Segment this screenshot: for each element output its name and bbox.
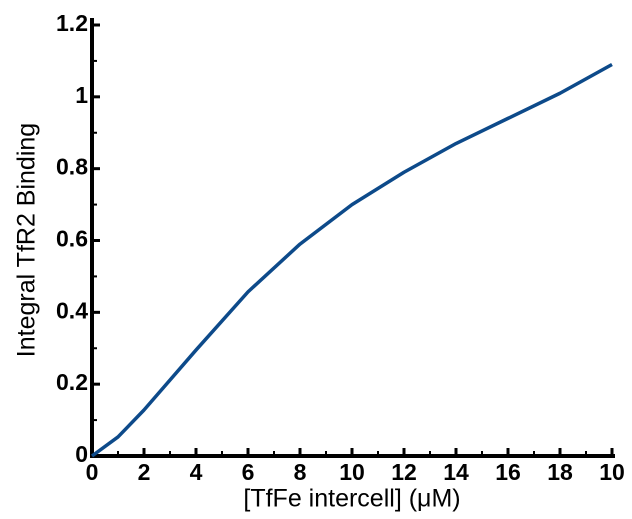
y-tick-label: 0.2: [56, 369, 88, 395]
y-tick-label: 0.6: [56, 226, 88, 252]
x-tick-label: 16: [495, 459, 521, 485]
x-tick-label: 10: [599, 459, 625, 485]
y-tick-label: 0.4: [56, 297, 88, 323]
y-tick-label: 1.2: [56, 10, 88, 36]
data-line: [90, 62, 613, 458]
x-tick-label: 0: [86, 459, 99, 485]
x-tick-label: 18: [547, 459, 573, 485]
x-tick-label: 8: [294, 459, 307, 485]
y-axis-label: Integral TfR2 Binding: [13, 123, 41, 357]
x-tick-label: 12: [391, 459, 417, 485]
x-tick-label: 14: [443, 459, 469, 485]
x-tick-label: 2: [138, 459, 151, 485]
x-tick-label: 4: [190, 459, 203, 485]
y-tick-label: 0.8: [56, 154, 88, 180]
x-tick-label: 10: [339, 459, 365, 485]
y-tick-label: 1: [75, 82, 88, 108]
x-tick-label: 6: [242, 459, 255, 485]
x-axis-label: [TfFe intercell] (μM): [243, 485, 460, 513]
y-tick-label: 0: [75, 441, 88, 467]
